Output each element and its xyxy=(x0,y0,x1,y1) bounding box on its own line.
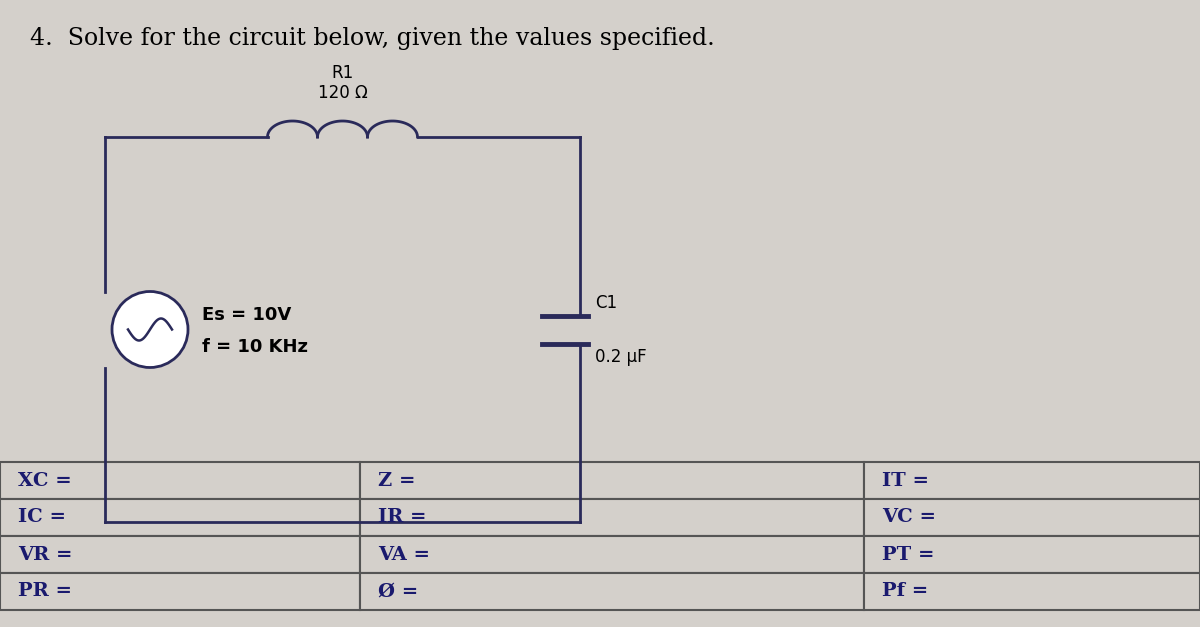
Text: 120 Ω: 120 Ω xyxy=(318,84,367,102)
Text: IC =: IC = xyxy=(18,508,66,527)
Text: 4.  Solve for the circuit below, given the values specified.: 4. Solve for the circuit below, given th… xyxy=(30,27,715,50)
Text: VA =: VA = xyxy=(378,545,430,564)
Text: VR =: VR = xyxy=(18,545,72,564)
Bar xyxy=(360,499,864,536)
Bar xyxy=(360,573,864,610)
Bar xyxy=(360,536,864,573)
Text: XC =: XC = xyxy=(18,472,72,490)
Bar xyxy=(864,536,1200,573)
Bar xyxy=(0,499,360,536)
Text: VC =: VC = xyxy=(882,508,936,527)
Bar xyxy=(0,573,360,610)
Text: Es = 10V: Es = 10V xyxy=(202,307,292,325)
Bar xyxy=(0,462,360,499)
Bar xyxy=(0,536,360,573)
Text: IT =: IT = xyxy=(882,472,929,490)
Circle shape xyxy=(112,292,188,367)
Text: R1: R1 xyxy=(331,64,354,82)
Text: f = 10 KHz: f = 10 KHz xyxy=(202,339,308,357)
Text: Pf =: Pf = xyxy=(882,582,929,601)
Text: PT =: PT = xyxy=(882,545,935,564)
Bar xyxy=(360,462,864,499)
Text: Ø =: Ø = xyxy=(378,582,419,601)
Text: PR =: PR = xyxy=(18,582,72,601)
Bar xyxy=(864,499,1200,536)
Bar xyxy=(864,462,1200,499)
Text: C1: C1 xyxy=(595,293,617,312)
Text: Z =: Z = xyxy=(378,472,415,490)
Text: 0.2 μF: 0.2 μF xyxy=(595,347,647,366)
Bar xyxy=(864,573,1200,610)
Text: IR =: IR = xyxy=(378,508,426,527)
